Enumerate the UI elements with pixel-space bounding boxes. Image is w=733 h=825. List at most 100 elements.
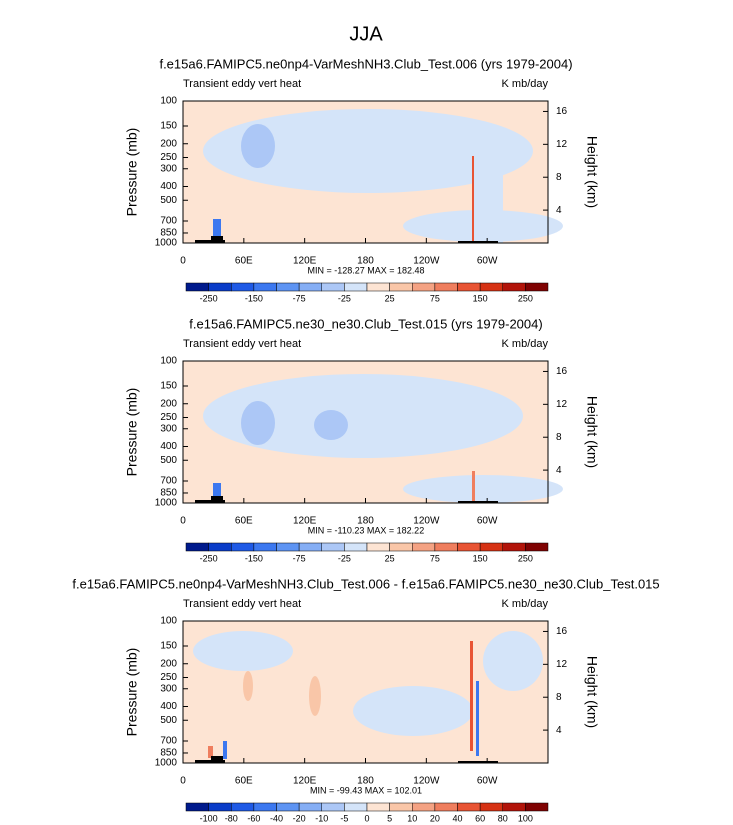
terrain [458,501,498,503]
x-tick-label: 60E [235,256,253,267]
colorbar-box [208,542,232,552]
colorbar-box [253,282,277,292]
colorbar-box [276,542,300,552]
y-tick-label: 400 [160,441,177,452]
left-string: Transient eddy vert heat [183,598,301,610]
y-tick-label: 200 [160,398,177,409]
panel-title: f.e15a6.FAMIPC5.ne0np4-VarMeshNH3.Club_T… [72,576,659,591]
colorbar-box [479,282,503,292]
x-tick-label: 120E [293,776,317,787]
contour-region [208,746,213,758]
colorbar-box [185,802,209,812]
colorbar-box [434,282,458,292]
y-tick-label: 850 [160,488,177,499]
y2-tick-label: 16 [556,106,568,117]
colorbar-box [208,282,232,292]
y-tick-label: 100 [160,616,177,627]
y-tick-label: 300 [160,683,177,694]
colorbar-label: -80 [225,813,238,823]
contour-region [213,219,221,239]
colorbar-label: -60 [247,813,260,823]
right-string: K mb/day [502,338,549,350]
colorbar-box [457,542,481,552]
terrain [211,236,223,243]
colorbar-box [298,542,322,552]
y-tick-label: 850 [160,748,177,759]
colorbar-label: 75 [430,293,440,303]
colorbar-box [479,802,503,812]
colorbar-label: 10 [407,813,417,823]
contour-region [203,374,523,458]
y2-tick-label: 8 [556,432,562,443]
x-tick-label: 120W [413,256,440,267]
right-string: K mb/day [502,598,549,610]
y-tick-label: 300 [160,163,177,174]
colorbar-box [231,282,255,292]
colorbar-label: 100 [518,813,533,823]
colorbar-box [366,542,390,552]
colorbar-box [412,542,436,552]
y-tick-label: 700 [160,736,177,747]
x-tick-label: 120E [293,516,317,527]
y-tick-label: 500 [160,195,177,206]
contour-region [241,401,275,445]
colorbar-label: -40 [270,813,283,823]
colorbar-box [502,542,526,552]
contour-field [183,361,563,503]
y-tick-label: 100 [160,356,177,367]
colorbar-box [434,802,458,812]
colorbar-box [208,802,232,812]
y2-tick-label: 4 [556,465,562,476]
colorbar-label: -25 [338,293,351,303]
colorbar-label: 0 [364,813,369,823]
colorbar-label: -250 [200,553,218,563]
colorbar-label: -250 [200,293,218,303]
x-tick-label: 60E [235,516,253,527]
colorbar-box [525,542,549,552]
colorbar-box [231,542,255,552]
colorbar-label: 60 [475,813,485,823]
x-tick-label: 60W [477,516,498,527]
y-tick-label: 1000 [155,498,178,509]
colorbar-label: -10 [315,813,328,823]
contour-region [193,631,293,671]
colorbar-box [412,802,436,812]
contour-region [472,471,475,501]
colorbar-label: 75 [430,553,440,563]
colorbar-box [253,542,277,552]
contour-region [470,641,473,751]
colorbar-box [457,802,481,812]
y2-tick-label: 12 [556,399,568,410]
colorbar-box [389,542,413,552]
colorbar-box [276,282,300,292]
contour-region [241,124,275,168]
contour-region [483,631,543,691]
y2-tick-label: 12 [556,659,568,670]
colorbar-box [434,542,458,552]
colorbar-label: 25 [385,553,395,563]
y-tick-label: 200 [160,658,177,669]
colorbar-box [525,802,549,812]
x-tick-label: 180 [357,516,374,527]
colorbar-label: -75 [293,553,306,563]
terrain [458,241,498,243]
contour-field [183,621,548,763]
y-tick-label: 150 [160,121,177,132]
x-tick-label: 0 [180,256,186,267]
colorbar-label: -150 [245,293,263,303]
y-axis-label: Pressure (mb) [124,388,140,477]
colorbar-box [321,802,345,812]
right-string: K mb/day [502,78,549,90]
colorbar-label: -100 [200,813,218,823]
x-tick-label: 180 [357,776,374,787]
colorbar-box [389,802,413,812]
y-tick-label: 250 [160,672,177,683]
y-tick-label: 100 [160,96,177,107]
x-tick-label: 60E [235,776,253,787]
x-tick-label: 0 [180,776,186,787]
y-axis-label: Pressure (mb) [124,648,140,737]
y-tick-label: 850 [160,228,177,239]
contour-region [203,109,533,193]
colorbar-label: 5 [387,813,392,823]
